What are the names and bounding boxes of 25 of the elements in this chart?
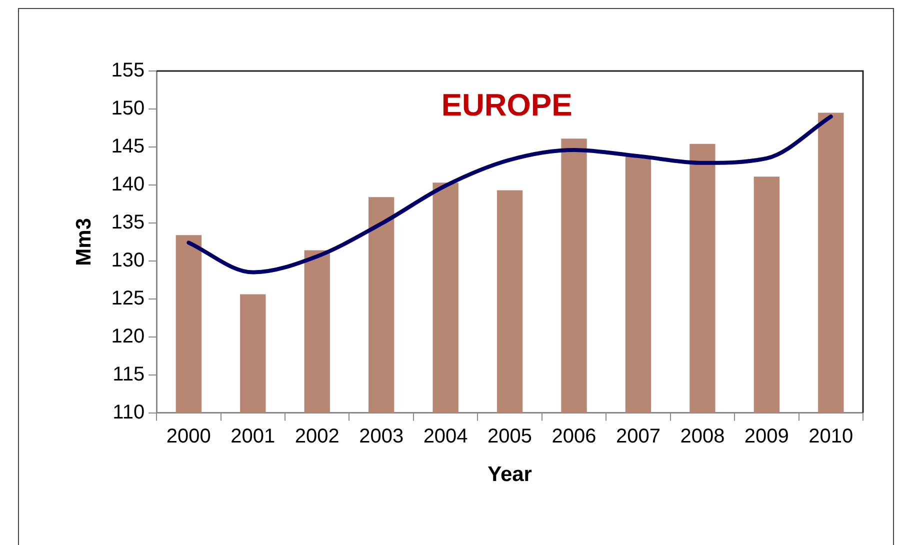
y-tick-label: 145 bbox=[111, 135, 145, 158]
y-tick-label: 120 bbox=[111, 325, 145, 348]
y-tick-label: 140 bbox=[111, 173, 145, 196]
y-tick-label: 115 bbox=[112, 363, 145, 386]
x-tick-label: 2005 bbox=[488, 425, 532, 448]
y-tick-label: 155 bbox=[111, 60, 145, 82]
x-tick-label: 2010 bbox=[808, 425, 854, 448]
x-tick-label: 2000 bbox=[166, 425, 211, 448]
x-tick-label: 2004 bbox=[423, 425, 468, 448]
x-tick-label: 2006 bbox=[552, 425, 596, 448]
x-axis-title: Year bbox=[488, 463, 532, 486]
y-tick-label: 135 bbox=[111, 211, 145, 234]
y-tick-label: 125 bbox=[111, 287, 145, 310]
line-series bbox=[186, 114, 833, 274]
x-tick-label: 2001 bbox=[230, 425, 276, 448]
y-tick-label: 150 bbox=[111, 97, 145, 120]
x-tick-label: 2007 bbox=[616, 425, 660, 448]
y-tick-label: 110 bbox=[112, 401, 145, 424]
x-tick-label: 2009 bbox=[744, 425, 789, 448]
y-tick-label: 130 bbox=[111, 249, 145, 272]
x-tick-label: 2002 bbox=[294, 425, 340, 448]
x-tick-label: 2008 bbox=[680, 425, 725, 448]
y-axis-title: Mm3 bbox=[72, 218, 96, 266]
x-tick-label: 2003 bbox=[359, 425, 404, 448]
text: EUROPE bbox=[441, 88, 572, 123]
